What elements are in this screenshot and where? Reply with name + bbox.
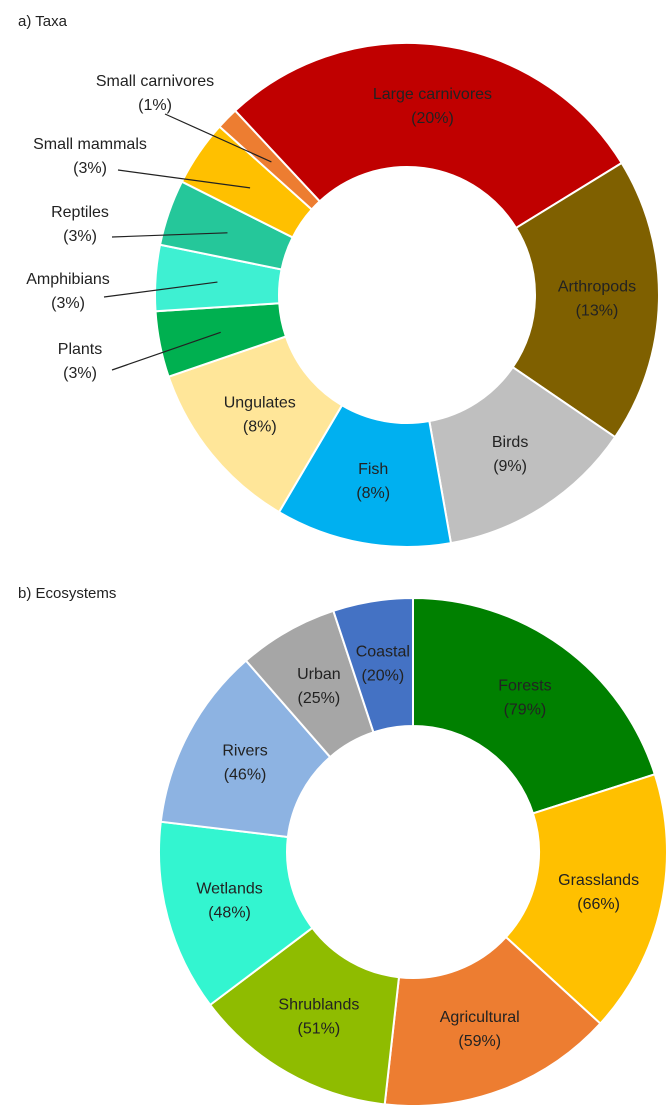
slice-value-label: (13%) — [576, 303, 619, 320]
donut-slice — [332, 596, 414, 734]
slice-label: Large carnivores — [373, 86, 492, 103]
slice-label: Agricultural — [440, 1009, 520, 1026]
slice-value-label: (8%) — [243, 418, 277, 435]
slice-value-label: (3%) — [73, 160, 107, 177]
slice-label: Reptiles — [51, 204, 109, 221]
slice-label: Small mammals — [33, 136, 147, 153]
leader-line — [111, 331, 221, 371]
slice-value-label: (3%) — [51, 295, 85, 312]
slice-label: Small carnivores — [96, 73, 214, 90]
leader-line — [111, 232, 228, 238]
slice-value-label: (46%) — [224, 766, 267, 783]
slice-label: Coastal — [356, 644, 410, 661]
slice-value-label: (8%) — [356, 485, 390, 502]
slice-value-label: (20%) — [361, 668, 404, 685]
slice-label: Shrublands — [278, 996, 359, 1013]
donut-slice — [208, 926, 401, 1105]
slice-label: Forests — [498, 678, 551, 695]
leader-line — [103, 281, 218, 298]
leader-line — [117, 169, 251, 189]
donut-slice — [218, 109, 322, 211]
donut-slice — [504, 773, 668, 1025]
slice-label: Rivers — [222, 742, 267, 759]
leader-line — [164, 113, 272, 163]
slice-value-label: (51%) — [298, 1020, 341, 1037]
donut-slice — [511, 161, 660, 439]
slice-label: Amphibians — [26, 271, 110, 288]
donut-slice — [383, 935, 602, 1105]
donut-slice — [159, 659, 332, 839]
slice-label: Fish — [358, 461, 388, 478]
slice-label: Urban — [297, 666, 341, 683]
slice-label: Ungulates — [224, 394, 296, 411]
slice-label: Arthropods — [558, 279, 636, 296]
slice-label: Wetlands — [196, 881, 262, 898]
slice-value-label: (25%) — [298, 690, 341, 707]
slice-value-label: (59%) — [458, 1033, 501, 1050]
donut-slice — [428, 365, 617, 545]
donut-slice — [412, 596, 657, 815]
slice-value-label: (9%) — [493, 458, 527, 475]
slice-value-label: (48%) — [208, 905, 251, 922]
slice-value-label: (66%) — [577, 896, 620, 913]
chart-title: b) Ecosystems — [18, 585, 116, 602]
slice-value-label: (79%) — [504, 702, 547, 719]
slice-value-label: (3%) — [63, 228, 97, 245]
slice-value-label: (3%) — [63, 365, 97, 382]
slice-value-label: (20%) — [411, 110, 454, 127]
slice-label: Birds — [492, 434, 528, 451]
slice-value-label: (1%) — [138, 97, 172, 114]
slice-label: Plants — [58, 341, 102, 358]
donut-slice — [233, 42, 624, 230]
slice-label: Grasslands — [558, 872, 639, 889]
chart-title: a) Taxa — [18, 13, 68, 30]
